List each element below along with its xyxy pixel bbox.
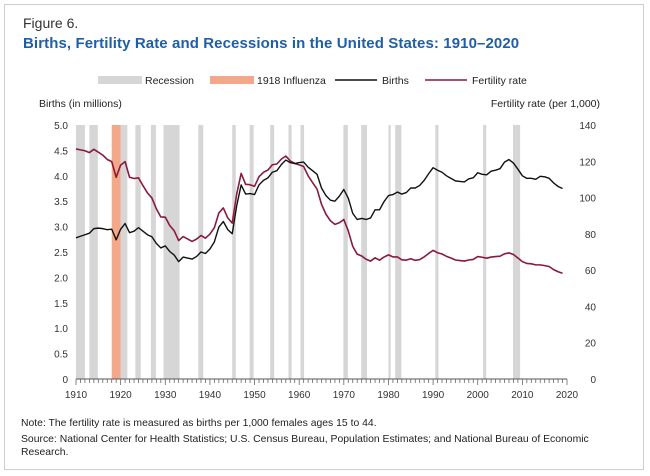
y-tick-label-left: 2.5 — [54, 248, 68, 259]
y-tick-label-right: 0 — [590, 375, 596, 386]
recession-band — [395, 125, 402, 379]
chart-note: Note: The fertility rate is measured as … — [21, 418, 377, 429]
recession-band — [89, 125, 98, 379]
x-tick-label: 1980 — [377, 390, 400, 401]
recession-band — [483, 125, 487, 379]
y-tick-label-left: 0.5 — [54, 350, 68, 361]
y-tick-label-left: 4.5 — [54, 146, 68, 157]
x-tick-label: 1970 — [333, 390, 356, 401]
legend-label-recession: Recession — [145, 75, 194, 87]
y-tick-label-right: 20 — [585, 339, 597, 350]
y-tick-label-left: 3.0 — [54, 223, 68, 234]
y-tick-label-left: 5.0 — [54, 121, 68, 132]
y-tick-label-left: 0 — [62, 375, 68, 386]
x-tick-label: 1930 — [154, 390, 177, 401]
recession-band — [361, 125, 368, 379]
recession-band — [388, 125, 391, 379]
x-tick-label: 2010 — [511, 390, 534, 401]
recession-band — [76, 125, 85, 379]
y-tick-label-left: 3.5 — [54, 197, 68, 208]
births-line — [75, 158, 563, 263]
legend: Recession 1918 Influenza Births Fertilit… — [98, 75, 527, 87]
y-tick-label-left: 4.0 — [54, 172, 68, 183]
axes: 1910 1920 1930 1940 1950 1960 1970 1980 1990 2000… — [54, 121, 596, 401]
chart: Recession 1918 Influenza Births Fertilit… — [39, 75, 600, 401]
recession-band — [150, 125, 156, 379]
y-axis-title-left: Births (in millions) — [39, 98, 122, 110]
recession-band — [270, 125, 275, 379]
legend-label-fertility: Fertility rate — [472, 75, 527, 87]
influenza-band — [111, 125, 121, 379]
chart-source: Source: National Center for Health Stati… — [21, 434, 589, 458]
x-tick-label: 1990 — [422, 390, 445, 401]
recession-band — [249, 125, 254, 379]
y-tick-label-right: 60 — [585, 266, 597, 277]
x-tick-label: 2000 — [467, 390, 490, 401]
recession-band — [300, 125, 305, 379]
legend-swatch-influenza — [210, 76, 254, 84]
figure-panel: Figure 6. Births, Fertility Rate and Rec… — [4, 4, 644, 470]
y-tick-label-right: 80 — [585, 230, 597, 241]
y-tick-label-left: 1.0 — [54, 324, 68, 335]
figure-title: Births, Fertility Rate and Recessions in… — [23, 35, 520, 52]
x-tick-label: 1960 — [288, 390, 311, 401]
recession-band — [232, 125, 236, 379]
y-tick-label-right: 100 — [579, 194, 596, 205]
x-tick-label: 2020 — [556, 390, 579, 401]
recession-band — [163, 125, 180, 379]
fertility-rate-line — [75, 148, 563, 274]
y-tick-label-right: 120 — [579, 157, 596, 168]
y-tick-label-right: 40 — [585, 302, 597, 313]
legend-label-births: Births — [382, 75, 409, 87]
recession-band — [512, 125, 521, 379]
recession-band — [135, 125, 141, 379]
y-tick-label-left: 2.0 — [54, 273, 68, 284]
y-tick-label-right: 140 — [579, 121, 596, 132]
x-tick-label: 1950 — [243, 390, 266, 401]
legend-swatch-recession — [98, 76, 142, 84]
y-tick-label-left: 1.5 — [54, 299, 68, 310]
series-lines — [75, 148, 563, 274]
recession-band — [120, 125, 128, 379]
recession-band — [343, 125, 348, 379]
figure-label: Figure 6. — [23, 15, 79, 31]
x-tick-label: 1910 — [65, 390, 88, 401]
recession-band — [288, 125, 292, 379]
x-tick-label: 1940 — [199, 390, 222, 401]
legend-label-influenza: 1918 Influenza — [257, 75, 326, 87]
x-tick-label: 1920 — [110, 390, 133, 401]
y-axis-title-right: Fertility rate (per 1,000) — [491, 98, 600, 110]
